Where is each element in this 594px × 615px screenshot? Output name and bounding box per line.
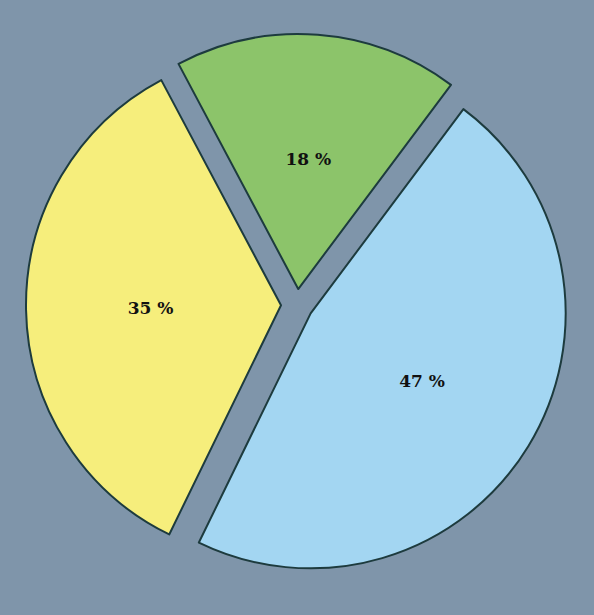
- svg-text:47 %: 47 %: [399, 371, 445, 391]
- svg-text:35 %: 35 %: [128, 298, 174, 318]
- svg-text:18 %: 18 %: [285, 149, 331, 169]
